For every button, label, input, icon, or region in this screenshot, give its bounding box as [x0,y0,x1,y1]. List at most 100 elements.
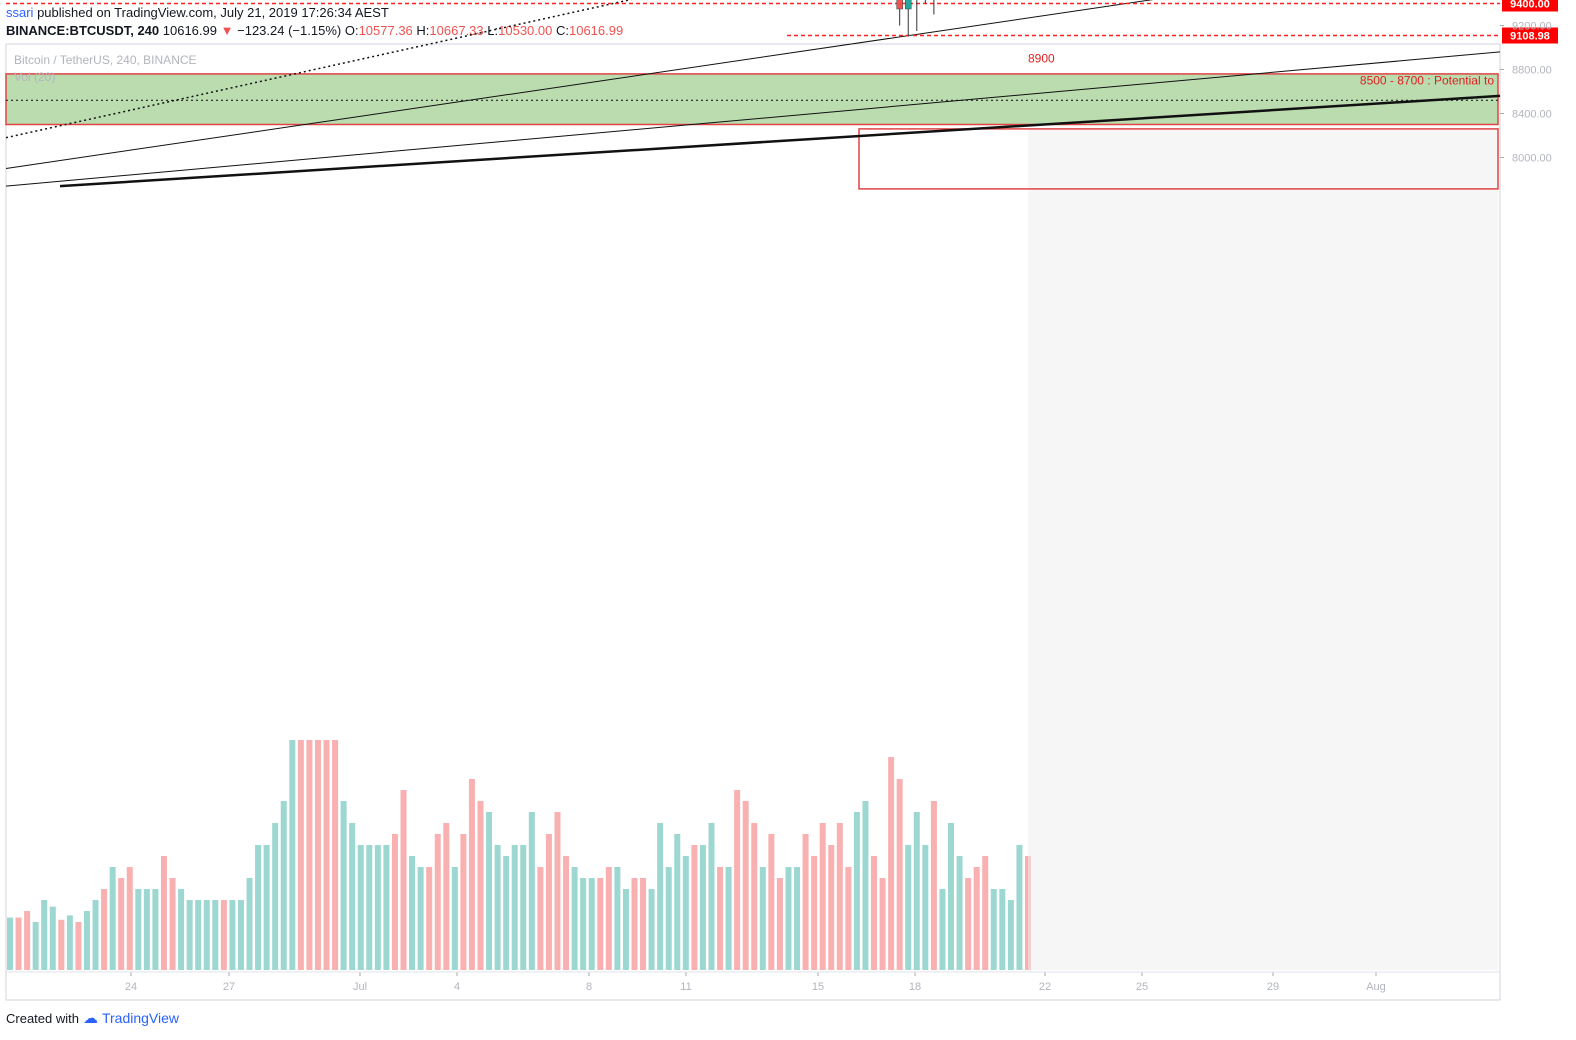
volume-bar-118 [1016,845,1023,970]
volume-bar-113 [973,867,980,970]
volume-bar-51 [443,823,450,970]
volume-bar-102 [879,878,886,970]
x-tick-label-4: 8 [586,981,592,993]
volume-bar-114 [982,856,989,970]
last-price: 10616.99 [162,23,217,38]
high-label: H: [416,23,430,38]
plot-frame [5,43,1501,1001]
volume-bar-111 [956,856,963,970]
volume-bar-19 [169,878,176,970]
volume-bar-52 [451,867,458,970]
y-tick-label-1: 8400.00 [1512,109,1552,121]
volume-bar-75 [648,889,655,970]
x-tick-label-5: 11 [680,981,691,993]
volume-bar-45 [391,834,398,970]
volume-bar-55 [477,801,484,970]
candle-108 [933,0,935,15]
volume-bar-13 [118,878,125,970]
publish-line: ssari published on TradingView.com, July… [6,4,1006,22]
volume-bar-97 [836,823,843,970]
volume-bar-87 [751,823,758,970]
volume-bar-65 [563,856,570,970]
volume-bar-82 [708,823,715,970]
volume-bar-48 [417,867,424,970]
volume-bar-59 [511,845,518,970]
open-value: 10577.36 [358,23,413,38]
volume-bar-93 [802,834,809,970]
volume-bar-117 [1007,900,1014,970]
volume-bar-57 [494,845,501,970]
volume-bar-4 [41,900,48,970]
volume-bar-15 [135,889,142,970]
volume-bar-16 [143,889,150,970]
open-label: O: [344,23,359,38]
x-tick-label-3: 4 [454,981,460,993]
volume-bar-41 [357,845,364,970]
high-value: 10667.33 [429,23,484,38]
down-arrow-icon: ▼ [220,23,234,38]
volume-bar-110 [948,823,955,970]
candle-104 [896,0,903,26]
volume-bar-14 [126,867,133,970]
volume-bar-29 [255,845,262,970]
volume-bar-38 [332,740,339,970]
close-value: 10616.99 [568,23,624,38]
author-link[interactable]: ssari [6,5,34,20]
volume-bar-39 [340,801,347,970]
volume-bar-83 [717,867,724,970]
volume-bar-1 [15,917,22,970]
volume-bar-70 [605,867,612,970]
zone-label-potential: 8500 - 8700 : Potential to [1360,74,1494,88]
volume-bar-36 [314,740,321,970]
volume-bar-30 [263,845,270,970]
y-tick-label-3: 9200.00 [1512,21,1552,33]
legend-title: Bitcoin / TetherUS, 240, BINANCE [14,53,197,67]
x-tick-label-8: 22 [1039,981,1051,993]
volume-bar-90 [776,878,783,970]
volume-area-right [1028,128,1498,970]
volume-bar-11 [101,889,108,970]
volume-bar-76 [657,823,664,970]
volume-bar-10 [92,900,99,970]
volume-bar-33 [289,740,296,970]
volume-bar-35 [306,740,313,970]
volume-bar-46 [400,790,407,970]
volume-bar-24 [212,900,219,970]
volume-bar-98 [845,867,852,970]
volume-bar-94 [811,856,818,970]
volume-bar-17 [152,889,159,970]
volume-bar-95 [819,823,826,970]
volume-bar-80 [691,845,698,970]
black-trendline-1 [5,0,1154,169]
dotted-trendline [5,0,633,139]
volume-bar-9 [83,911,90,970]
volume-bar-56 [486,812,493,970]
level-label-6: 9400.00 [1510,0,1550,11]
volume-bar-84 [725,867,732,970]
close-label: C: [555,23,569,38]
volume-bar-63 [545,834,552,970]
volume-bar-62 [537,867,544,970]
footer: Created with ☁ TradingView [6,1008,179,1028]
volume-bar-77 [665,867,672,970]
volume-bar-101 [871,856,878,970]
volume-bar-103 [888,757,895,970]
volume-bar-58 [503,856,510,970]
volume-bar-42 [366,845,373,970]
volume-bar-72 [622,889,629,970]
volume-bar-85 [734,790,741,970]
y-tick-label-2: 8800.00 [1512,65,1552,77]
volume-bar-49 [426,867,433,970]
volume-bar-68 [588,878,595,970]
volume-bar-47 [409,856,416,970]
volume-bar-106 [913,812,920,970]
low-value: 10530.00 [498,23,553,38]
x-tick-label-10: 29 [1267,981,1279,993]
level-label-bg-6 [1502,0,1558,12]
volume-bar-12 [109,867,116,970]
volume-bar-116 [999,889,1006,970]
tradingview-brand[interactable]: TradingView [101,1010,180,1026]
volume-bar-105 [905,845,912,970]
candle-body-105 [904,0,912,10]
